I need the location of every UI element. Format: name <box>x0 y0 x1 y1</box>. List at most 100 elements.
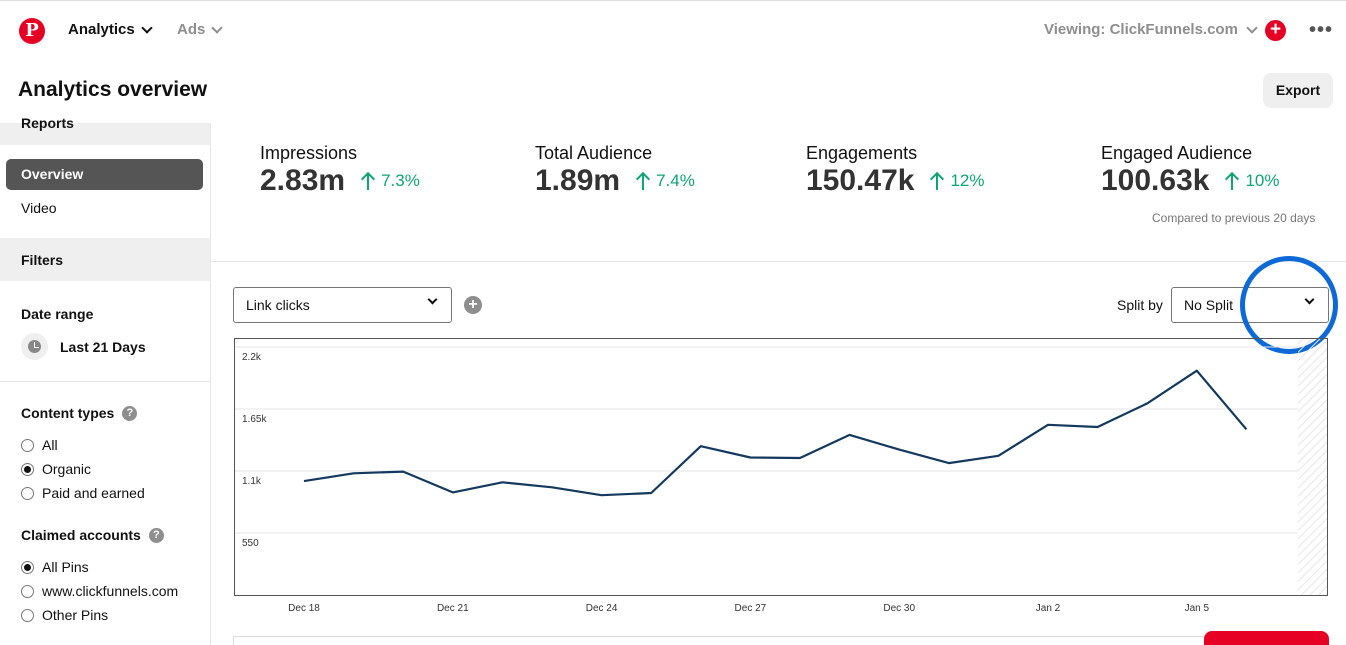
claimed-accounts-title: Claimed accounts <box>21 527 141 543</box>
content-type-option[interactable]: All <box>21 437 58 453</box>
content-type-option[interactable]: Organic <box>21 461 91 477</box>
metric-value: 150.47k <box>806 164 915 197</box>
content-types-title: Content types <box>21 405 115 421</box>
sidebar-reports-header: Reports <box>0 115 210 145</box>
date-range-value: Last 21 Days <box>60 338 146 355</box>
metric-value: 1.89m <box>535 164 621 197</box>
metric-change: 7.3% <box>361 171 420 191</box>
help-icon[interactable]: ? <box>148 527 164 543</box>
metric-impressions: Impressions 2.83m 7.3% <box>260 143 420 198</box>
metric-change: 10% <box>1225 171 1279 191</box>
pinterest-logo-icon[interactable]: P <box>19 18 45 44</box>
table-header-partial <box>233 636 1329 645</box>
sidebar-item-overview[interactable]: Overview <box>6 159 203 190</box>
metric-engagements: Engagements 150.47k 12% <box>806 143 984 198</box>
claimed-account-option[interactable]: Other Pins <box>21 607 108 623</box>
metric-total-audience: Total Audience 1.89m 7.4% <box>535 143 695 198</box>
chevron-down-icon <box>141 21 153 34</box>
nav-ads-menu[interactable]: Ads <box>177 21 224 38</box>
chart-svg: 550 1.1k 1.65k 2.2k Dec 18 Dec 21 Dec 24 Dec 27… <box>234 338 1328 614</box>
metric-label: Engagements <box>806 143 918 163</box>
radio-button[interactable] <box>21 438 34 452</box>
red-button-partial[interactable] <box>1204 631 1329 645</box>
content-type-option-label: Paid and earned <box>42 485 145 501</box>
sidebar-filters-header: Filters <box>0 238 210 281</box>
x-tick-label: Dec 21 <box>437 603 469 614</box>
radio-button[interactable] <box>21 462 34 476</box>
metric-change-value: 7.4% <box>656 171 695 190</box>
metric-value: 2.83m <box>260 164 346 197</box>
radio-button[interactable] <box>21 608 34 622</box>
metric-change-value: 12% <box>950 171 985 190</box>
line-chart: 550 1.1k 1.65k 2.2k Dec 18 Dec 21 Dec 24 Dec 27… <box>234 338 1328 614</box>
content-types-label: Content types ? <box>21 405 138 421</box>
add-metric-button[interactable]: + <box>464 296 482 314</box>
metric-change-value: 10% <box>1245 171 1280 190</box>
metric-engaged-audience: Engaged Audience 100.63k 10% <box>1101 143 1279 198</box>
future-period-hatch <box>1298 338 1327 595</box>
sidebar-item-video[interactable]: Video <box>21 200 57 216</box>
metric-label: Impressions <box>260 143 358 163</box>
chevron-down-icon <box>427 294 438 305</box>
create-button[interactable]: + <box>1265 20 1286 41</box>
export-button[interactable]: Export <box>1263 73 1333 108</box>
y-tick-label: 1.65k <box>242 414 267 425</box>
series-line-link-clicks <box>303 369 1248 497</box>
chevron-down-icon <box>1246 21 1258 34</box>
nav-ads-label: Ads <box>177 21 206 38</box>
x-tick-label: Dec 27 <box>735 603 767 614</box>
metrics-divider <box>211 261 1346 262</box>
help-icon[interactable]: ? <box>122 405 138 421</box>
metric-change: 12% <box>930 171 984 191</box>
sidebar: Reports Overview Video Filters Date rang… <box>0 115 211 645</box>
claimed-account-option-label: Other Pins <box>42 607 109 623</box>
comparison-note: Compared to previous 20 days <box>1152 211 1316 225</box>
x-tick-label: Dec 30 <box>883 603 915 614</box>
top-nav: P Analytics Ads Viewing: ClickFunnels.co… <box>0 0 1346 60</box>
page-title: Analytics overview <box>18 78 208 101</box>
claimed-accounts-label: Claimed accounts ? <box>21 527 164 543</box>
x-tick-label: Jan 2 <box>1036 603 1061 614</box>
x-tick-label: Dec 24 <box>586 603 618 614</box>
radio-button[interactable] <box>21 560 34 574</box>
metric-select[interactable]: Link clicks <box>233 287 452 323</box>
account-switcher[interactable]: Viewing: ClickFunnels.com <box>1044 21 1258 38</box>
arrow-up-icon <box>636 172 650 190</box>
metric-value: 100.63k <box>1101 164 1210 197</box>
date-range-label: Date range <box>21 306 94 322</box>
radio-button[interactable] <box>21 584 34 598</box>
radio-button[interactable] <box>21 486 34 500</box>
split-by-select-value: No Split <box>1184 297 1234 313</box>
content-type-option-label: Organic <box>42 461 92 477</box>
y-tick-label: 550 <box>242 538 259 549</box>
account-switcher-label: Viewing: ClickFunnels.com <box>1044 21 1238 38</box>
claimed-account-option[interactable]: All Pins <box>21 559 89 575</box>
metric-label: Total Audience <box>535 143 653 163</box>
claimed-account-option-label: www.clickfunnels.com <box>42 583 179 599</box>
chevron-down-icon <box>211 21 224 34</box>
claimed-account-option-label: All Pins <box>42 559 89 575</box>
more-options-icon[interactable]: ••• <box>1309 19 1334 41</box>
date-range-picker[interactable]: Last 21 Days <box>21 333 146 360</box>
y-tick-label: 2.2k <box>242 352 262 363</box>
content-type-option[interactable]: Paid and earned <box>21 485 145 501</box>
sidebar-filters-label: Filters <box>21 252 64 268</box>
metric-change: 7.4% <box>636 171 695 191</box>
nav-analytics-menu[interactable]: Analytics <box>68 21 153 38</box>
y-tick-label: 1.1k <box>242 476 262 487</box>
split-by-select[interactable]: No Split <box>1171 287 1329 323</box>
sidebar-reports-label: Reports <box>21 115 74 131</box>
metric-change-value: 7.3% <box>381 171 420 190</box>
metric-label: Engaged Audience <box>1101 143 1253 163</box>
split-by-label: Split by <box>1117 297 1163 313</box>
claimed-account-option[interactable]: www.clickfunnels.com <box>21 583 178 599</box>
nav-analytics-label: Analytics <box>68 21 135 38</box>
chart-frame <box>234 338 1328 596</box>
metric-select-value: Link clicks <box>246 297 310 313</box>
chevron-down-icon <box>1304 294 1315 305</box>
arrow-up-icon <box>361 172 375 190</box>
clock-icon <box>21 333 48 360</box>
x-tick-label: Jan 5 <box>1185 603 1210 614</box>
arrow-up-icon <box>1225 172 1239 190</box>
content-type-option-label: All <box>42 437 58 453</box>
